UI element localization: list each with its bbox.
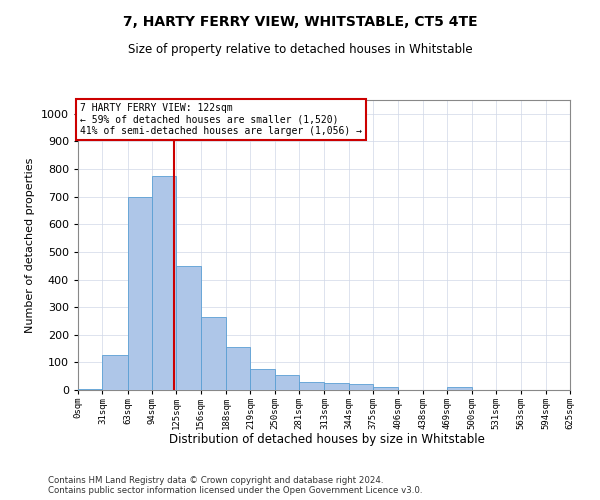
Bar bbox=[103, 356, 128, 390]
Bar bbox=[250, 370, 275, 390]
Text: Distribution of detached houses by size in Whitstable: Distribution of detached houses by size … bbox=[169, 432, 485, 446]
Y-axis label: Number of detached properties: Number of detached properties bbox=[25, 158, 35, 332]
Bar bbox=[226, 347, 250, 390]
Bar bbox=[299, 382, 325, 390]
Bar bbox=[325, 383, 349, 390]
Bar bbox=[275, 375, 299, 390]
Text: Size of property relative to detached houses in Whitstable: Size of property relative to detached ho… bbox=[128, 42, 472, 56]
Bar bbox=[373, 387, 398, 390]
Text: 7, HARTY FERRY VIEW, WHITSTABLE, CT5 4TE: 7, HARTY FERRY VIEW, WHITSTABLE, CT5 4TE bbox=[122, 15, 478, 29]
Text: 7 HARTY FERRY VIEW: 122sqm
← 59% of detached houses are smaller (1,520)
41% of s: 7 HARTY FERRY VIEW: 122sqm ← 59% of deta… bbox=[80, 103, 362, 136]
Bar bbox=[349, 384, 373, 390]
Bar bbox=[128, 196, 152, 390]
Bar bbox=[201, 317, 226, 390]
Bar bbox=[176, 266, 201, 390]
Bar bbox=[152, 176, 176, 390]
Text: Contains HM Land Registry data © Crown copyright and database right 2024.
Contai: Contains HM Land Registry data © Crown c… bbox=[48, 476, 422, 495]
Bar bbox=[447, 387, 472, 390]
